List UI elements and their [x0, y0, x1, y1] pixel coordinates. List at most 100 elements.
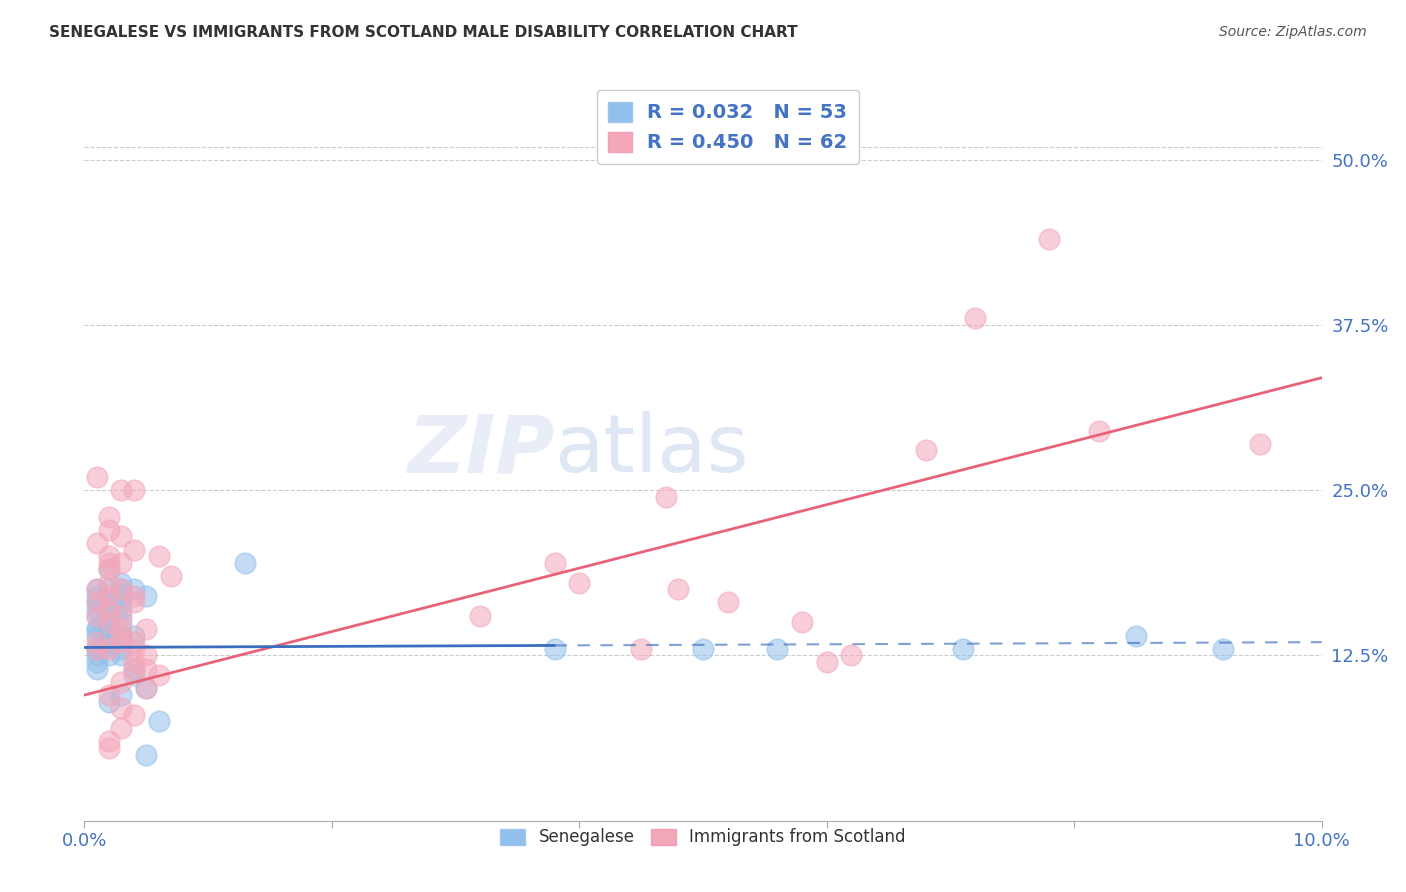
Point [98, 575, 121, 590]
Point [110, 582, 132, 597]
Point [98, 562, 121, 576]
Point [98, 622, 121, 636]
Point [110, 556, 132, 570]
Point [1125, 628, 1147, 642]
Point [122, 542, 145, 557]
Point [914, 443, 936, 458]
Point [86, 582, 108, 597]
Point [110, 589, 132, 603]
Point [122, 655, 145, 669]
Point [135, 681, 157, 696]
Point [122, 668, 145, 682]
Point [110, 575, 132, 590]
Point [135, 747, 157, 762]
Point [717, 595, 740, 609]
Point [98, 589, 121, 603]
Point [135, 589, 157, 603]
Point [148, 549, 170, 564]
Point [110, 582, 132, 597]
Point [86, 635, 108, 649]
Point [98, 602, 121, 616]
Point [86, 589, 108, 603]
Point [233, 556, 256, 570]
Point [86, 622, 108, 636]
Point [568, 575, 591, 590]
Point [110, 701, 132, 715]
Point [98, 549, 121, 564]
Point [122, 595, 145, 609]
Point [122, 707, 145, 722]
Point [86, 648, 108, 663]
Point [98, 695, 121, 709]
Legend: Senegalese, Immigrants from Scotland: Senegalese, Immigrants from Scotland [494, 822, 912, 853]
Text: SENEGALESE VS IMMIGRANTS FROM SCOTLAND MALE DISABILITY CORRELATION CHART: SENEGALESE VS IMMIGRANTS FROM SCOTLAND M… [49, 25, 797, 40]
Point [110, 635, 132, 649]
Point [110, 622, 132, 636]
Text: ZIP: ZIP [408, 411, 554, 490]
Point [790, 615, 813, 630]
Point [98, 734, 121, 748]
Point [98, 688, 121, 702]
Point [86, 662, 108, 676]
Point [122, 628, 145, 642]
Point [86, 536, 108, 550]
Point [86, 595, 108, 609]
Point [122, 589, 145, 603]
Point [86, 655, 108, 669]
Point [543, 641, 565, 656]
Point [98, 648, 121, 663]
Point [470, 608, 492, 623]
Point [110, 641, 132, 656]
Point [1088, 424, 1111, 438]
Point [148, 668, 170, 682]
Point [110, 674, 132, 689]
Point [655, 490, 678, 504]
Point [122, 582, 145, 597]
Point [1249, 437, 1271, 451]
Point [110, 608, 132, 623]
Point [122, 483, 145, 497]
Point [160, 569, 183, 583]
Point [110, 615, 132, 630]
Point [98, 602, 121, 616]
Point [98, 615, 121, 630]
Point [98, 622, 121, 636]
Point [86, 582, 108, 597]
Point [86, 608, 108, 623]
Point [98, 641, 121, 656]
Point [110, 483, 132, 497]
Point [110, 602, 132, 616]
Point [86, 628, 108, 642]
Point [841, 648, 863, 663]
Text: Source: ZipAtlas.com: Source: ZipAtlas.com [1219, 25, 1367, 39]
Point [110, 721, 132, 735]
Point [98, 608, 121, 623]
Point [110, 595, 132, 609]
Point [86, 641, 108, 656]
Point [1038, 232, 1060, 246]
Point [630, 641, 652, 656]
Point [98, 635, 121, 649]
Point [666, 582, 689, 597]
Point [110, 648, 132, 663]
Point [122, 662, 145, 676]
Point [122, 662, 145, 676]
Point [98, 582, 121, 597]
Point [135, 681, 157, 696]
Point [98, 608, 121, 623]
Point [1212, 641, 1234, 656]
Point [692, 641, 714, 656]
Point [98, 595, 121, 609]
Point [110, 529, 132, 543]
Point [86, 595, 108, 609]
Point [110, 688, 132, 702]
Point [86, 622, 108, 636]
Point [135, 662, 157, 676]
Point [122, 641, 145, 656]
Point [86, 641, 108, 656]
Point [148, 714, 170, 729]
Point [86, 470, 108, 484]
Point [86, 641, 108, 656]
Point [98, 635, 121, 649]
Point [98, 608, 121, 623]
